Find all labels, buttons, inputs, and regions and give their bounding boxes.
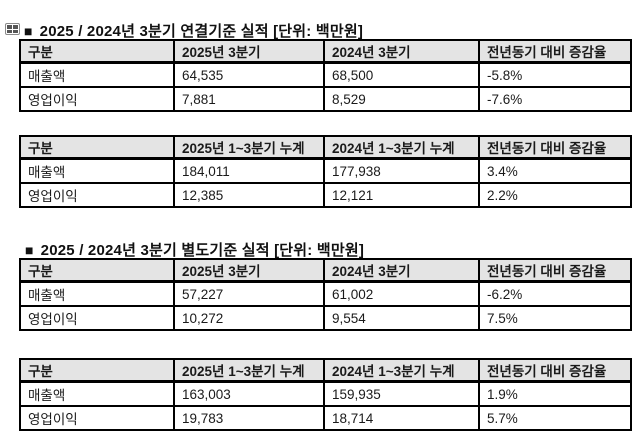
value-cell: 163,003 <box>173 380 325 407</box>
table-row: 매출액 64,535 68,500 -5.8% <box>19 61 632 88</box>
bullet-square-icon: ■ <box>25 241 34 258</box>
column-header: 2025년 1~3분기 누계 <box>173 358 325 383</box>
column-header: 2024년 3분기 <box>323 39 480 64</box>
row-label: 영업이익 <box>19 405 175 431</box>
value-cell: 68,500 <box>323 61 480 88</box>
column-header: 2024년 3분기 <box>323 258 480 283</box>
row-label: 매출액 <box>19 157 175 184</box>
value-cell: 64,535 <box>173 61 325 88</box>
value-cell: -6.2% <box>478 280 632 307</box>
value-cell: 10,272 <box>173 305 325 331</box>
value-cell: 7,881 <box>173 86 325 112</box>
table-grid-icon <box>5 23 20 35</box>
table-consolidated-cumulative: 구분 2025년 1~3분기 누계 2024년 1~3분기 누계 전년동기 대비… <box>19 135 632 208</box>
row-label: 매출액 <box>19 280 175 307</box>
value-cell: 12,121 <box>323 182 480 208</box>
value-cell: 159,935 <box>323 380 480 407</box>
column-header: 전년동기 대비 증감율 <box>478 135 632 160</box>
value-cell: 18,714 <box>323 405 480 431</box>
row-label: 영업이익 <box>19 305 175 331</box>
table-grid-icon-cell <box>7 29 12 33</box>
value-cell: 12,385 <box>173 182 325 208</box>
column-header: 구분 <box>19 135 175 160</box>
column-header: 구분 <box>19 39 175 64</box>
table-grid-icon-cell <box>7 25 12 29</box>
column-header: 2025년 3분기 <box>173 39 325 64</box>
table-row: 매출액 163,003 159,935 1.9% <box>19 380 632 407</box>
value-cell: 184,011 <box>173 157 325 184</box>
value-cell: 7.5% <box>478 305 632 331</box>
value-cell: 2.2% <box>478 182 632 208</box>
header-row: 구분 2025년 1~3분기 누계 2024년 1~3분기 누계 전년동기 대비… <box>19 358 632 383</box>
section-title-consolidated: ■ 2025 / 2024년 3분기 연결기준 실적 [단위: 백만원] <box>24 20 363 41</box>
table-row: 영업이익 19,783 18,714 5.7% <box>19 405 632 431</box>
column-header: 전년동기 대비 증감율 <box>478 258 632 283</box>
column-header: 구분 <box>19 358 175 383</box>
header-row: 구분 2025년 3분기 2024년 3분기 전년동기 대비 증감율 <box>19 258 632 283</box>
column-header: 2024년 1~3분기 누계 <box>323 135 480 160</box>
column-header: 구분 <box>19 258 175 283</box>
column-header: 2025년 1~3분기 누계 <box>173 135 325 160</box>
table-row: 영업이익 7,881 8,529 -7.6% <box>19 86 632 112</box>
section-title-text: 2025 / 2024년 3분기 연결기준 실적 [단위: 백만원] <box>39 23 364 40</box>
value-cell: -7.6% <box>478 86 632 112</box>
bullet-square-icon: ■ <box>24 22 33 39</box>
section-title-text: 2025 / 2024년 3분기 별도기준 실적 [단위: 백만원] <box>40 242 365 259</box>
value-cell: 57,227 <box>173 280 325 307</box>
value-cell: -5.8% <box>478 61 632 88</box>
table-row: 영업이익 12,385 12,121 2.2% <box>19 182 632 208</box>
table-row: 매출액 57,227 61,002 -6.2% <box>19 280 632 307</box>
column-header: 전년동기 대비 증감율 <box>478 39 632 64</box>
value-cell: 8,529 <box>323 86 480 112</box>
row-label: 영업이익 <box>19 86 175 112</box>
value-cell: 3.4% <box>478 157 632 184</box>
table-separate-quarter: 구분 2025년 3분기 2024년 3분기 전년동기 대비 증감율 매출액 5… <box>19 258 632 331</box>
column-header: 전년동기 대비 증감율 <box>478 358 632 383</box>
table-grid-icon-cell <box>13 29 18 33</box>
section-title-separate: ■ 2025 / 2024년 3분기 별도기준 실적 [단위: 백만원] <box>25 239 364 260</box>
table-consolidated-quarter: 구분 2025년 3분기 2024년 3분기 전년동기 대비 증감율 매출액 6… <box>19 39 632 112</box>
value-cell: 177,938 <box>323 157 480 184</box>
value-cell: 61,002 <box>323 280 480 307</box>
value-cell: 5.7% <box>478 405 632 431</box>
table-separate-cumulative: 구분 2025년 1~3분기 누계 2024년 1~3분기 누계 전년동기 대비… <box>19 358 632 431</box>
value-cell: 19,783 <box>173 405 325 431</box>
row-label: 매출액 <box>19 380 175 407</box>
table-row: 매출액 184,011 177,938 3.4% <box>19 157 632 184</box>
column-header: 2025년 3분기 <box>173 258 325 283</box>
value-cell: 1.9% <box>478 380 632 407</box>
row-label: 영업이익 <box>19 182 175 208</box>
header-row: 구분 2025년 1~3분기 누계 2024년 1~3분기 누계 전년동기 대비… <box>19 135 632 160</box>
header-row: 구분 2025년 3분기 2024년 3분기 전년동기 대비 증감율 <box>19 39 632 64</box>
table-grid-icon-cell <box>13 25 18 29</box>
column-header: 2024년 1~3분기 누계 <box>323 358 480 383</box>
row-label: 매출액 <box>19 61 175 88</box>
value-cell: 9,554 <box>323 305 480 331</box>
table-row: 영업이익 10,272 9,554 7.5% <box>19 305 632 331</box>
